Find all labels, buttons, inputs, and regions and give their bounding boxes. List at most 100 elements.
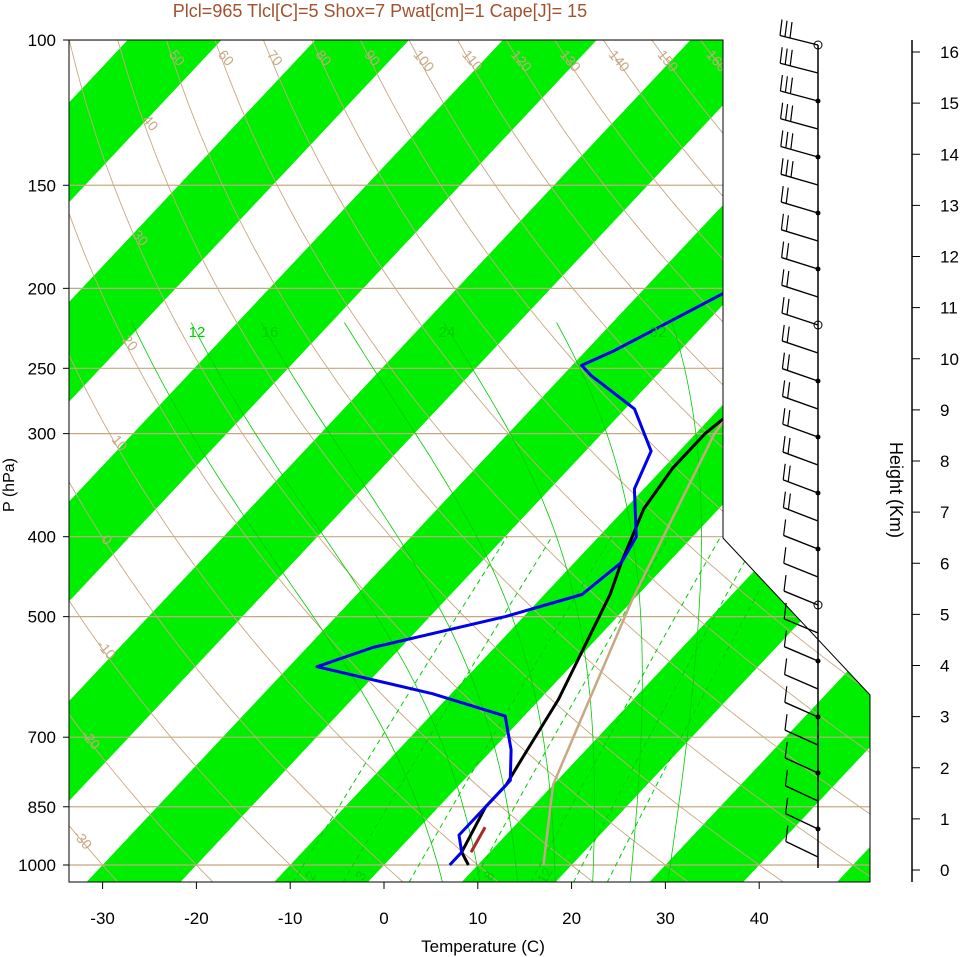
height-axis-label: Height (Km) — [886, 442, 906, 538]
temperature-tick-label: 0 — [379, 909, 388, 928]
height-tick-label: 1 — [940, 810, 949, 829]
dry-adiabat — [165, 40, 870, 882]
plot-border — [68, 39, 871, 883]
wind-barb — [779, 47, 819, 74]
wind-barb — [780, 158, 819, 186]
dry-adiabat — [311, 40, 870, 882]
wind-barb — [780, 213, 819, 242]
wind-barb — [783, 630, 821, 664]
pressure-tick-label: 200 — [28, 279, 56, 298]
green-band — [69, 40, 802, 882]
mixing-ratio-line — [342, 536, 553, 882]
moist-adiabat — [190, 322, 481, 882]
height-tick-label: 5 — [940, 605, 949, 624]
height-tick-label: 10 — [940, 350, 959, 369]
isotherm-label: -10 — [727, 110, 760, 143]
moist-adiabat — [344, 322, 556, 882]
series-lcl-segment — [469, 826, 487, 853]
dry-adiabat-label: -30 — [70, 827, 95, 853]
height-tick-label: 9 — [940, 401, 949, 420]
wind-barb — [781, 241, 821, 272]
pressure-tick-label: 500 — [28, 608, 56, 627]
wind-barb — [780, 102, 819, 130]
height-tick-label: 2 — [940, 759, 949, 778]
moist-adiabat — [131, 322, 443, 882]
height-tick-label: 8 — [940, 452, 949, 471]
dry-adiabat — [69, 40, 690, 882]
wind-barb — [784, 686, 821, 720]
isotherm-label: 30 — [749, 527, 777, 555]
wind-barb — [784, 714, 819, 746]
dry-adiabat — [262, 40, 870, 882]
wind-barb — [783, 574, 823, 610]
dry-adiabat — [457, 40, 870, 882]
height-tick-label: 0 — [940, 861, 949, 880]
pressure-tick-label: 150 — [28, 176, 56, 195]
wind-barb — [781, 352, 821, 384]
temperature-axis: -30 -20 -10 0 10 20 30 40 — [90, 882, 769, 928]
dry-adiabat — [69, 40, 499, 882]
height-tick-label: 16 — [940, 43, 959, 62]
moist-adiabat — [260, 322, 518, 882]
wind-barb — [781, 324, 819, 354]
series-parcel — [542, 72, 870, 866]
height-tick-label: 14 — [940, 145, 959, 164]
height-tick-label: 11 — [940, 299, 958, 318]
wind-barb — [781, 269, 819, 298]
wind-barb — [785, 825, 819, 858]
green-bands — [69, 40, 870, 882]
moist-adiabat-label: 12 — [189, 324, 206, 341]
moist-adiabats — [131, 322, 702, 882]
wind-barb — [783, 602, 819, 634]
moist-adiabat — [443, 322, 595, 882]
wind-barb — [780, 130, 821, 160]
height-tick-label: 6 — [940, 554, 949, 573]
wind-barb — [782, 435, 819, 466]
moist-adiabat-label: 32 — [650, 324, 667, 341]
dry-adiabat — [69, 40, 404, 882]
mixing-ratio-line — [472, 536, 670, 882]
moist-adiabat-label: 24 — [439, 324, 456, 341]
pressure-axis: 100 150 200 250 300 400 500 700 850 1000 — [18, 31, 69, 875]
isotherm-label: 10 — [844, 635, 872, 663]
wind-barb — [783, 547, 819, 578]
dry-adiabat — [69, 40, 214, 882]
height-tick-label: 12 — [940, 248, 959, 267]
mixing-ratio-line — [606, 536, 789, 882]
pressure-tick-label: 1000 — [18, 856, 56, 875]
pressure-tick-label: 700 — [28, 728, 56, 747]
wind-barb — [784, 658, 819, 690]
dry-adiabat — [408, 40, 870, 882]
temperature-tick-label: -20 — [184, 909, 209, 928]
height-tick-label: 13 — [940, 196, 959, 215]
height-tick-label: 7 — [940, 503, 949, 522]
temperature-tick-label: 20 — [562, 909, 581, 928]
wind-barbs — [779, 19, 823, 868]
x-axis-label: Temperature (C) — [421, 937, 545, 956]
height-tick-label: 3 — [940, 708, 949, 727]
wind-barb — [785, 797, 821, 832]
isobar-lines — [69, 40, 870, 866]
dry-adiabat-label: 140 — [606, 47, 633, 75]
green-band — [69, 40, 427, 882]
wind-barb — [780, 185, 821, 216]
pressure-tick-label: 850 — [28, 798, 56, 817]
mixing-ratio-line — [292, 536, 508, 882]
pressure-tick-label: 250 — [28, 359, 56, 378]
temperature-tick-label: -10 — [278, 909, 303, 928]
wind-barb — [782, 491, 819, 522]
temperature-tick-label: 40 — [750, 909, 769, 928]
dry-adiabat — [360, 40, 870, 882]
series-dewpoint — [315, 49, 870, 867]
sounding-series — [315, 46, 870, 867]
wind-barb — [783, 519, 821, 552]
pressure-tick-label: 300 — [28, 425, 56, 444]
y-axis-label: P (hPa) — [1, 458, 18, 512]
wind-barb — [782, 408, 821, 440]
wind-barb — [779, 74, 821, 104]
temperature-tick-label: 10 — [468, 909, 487, 928]
isotherm-label: 0 — [727, 230, 748, 251]
temperature-tick-label: -30 — [90, 909, 115, 928]
moist-adiabat-label: 16 — [262, 324, 279, 341]
